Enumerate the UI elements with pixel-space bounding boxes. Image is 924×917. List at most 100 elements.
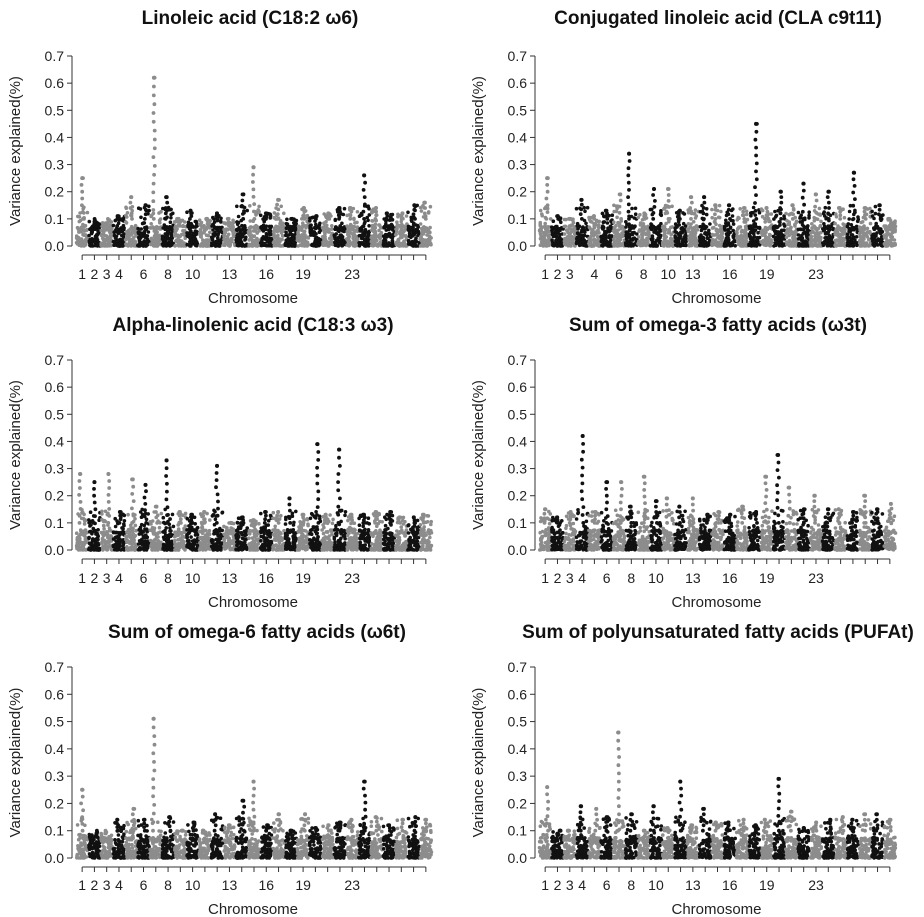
snp-point — [361, 224, 365, 229]
snp-point — [736, 215, 740, 220]
snp-point — [835, 232, 840, 236]
snp-point — [77, 514, 82, 518]
snp-point — [881, 213, 885, 217]
y-tick-label: 0.2 — [45, 488, 65, 504]
snp-point — [731, 222, 736, 226]
snp-point — [264, 227, 268, 232]
x-axis-label: Chromosome — [208, 290, 298, 307]
snp-point — [322, 221, 326, 225]
snp-point — [813, 241, 818, 245]
snp-point — [384, 244, 388, 248]
snp-point — [769, 238, 773, 243]
snp-point — [879, 227, 883, 231]
snp-point — [875, 225, 880, 229]
snp-point — [540, 236, 545, 241]
snp-point — [616, 228, 621, 232]
x-tick-label: 16 — [722, 266, 738, 282]
snp-point — [810, 222, 814, 226]
snp-point — [570, 227, 575, 231]
snp-point — [101, 230, 106, 235]
snp-point — [192, 242, 197, 246]
snp-point — [129, 233, 133, 237]
snp-point — [105, 244, 109, 248]
snp-point — [282, 211, 286, 216]
peak-point — [129, 195, 134, 200]
snp-point — [847, 217, 851, 221]
snp-point — [651, 211, 656, 215]
snp-point — [796, 237, 801, 241]
snp-point — [254, 239, 258, 244]
snp-point — [362, 195, 367, 200]
snp-point — [142, 221, 147, 225]
snp-point — [861, 242, 866, 246]
snp-point — [363, 227, 368, 232]
y-tick-label: 0.2 — [508, 184, 528, 200]
snp-point — [653, 199, 657, 203]
snp-point — [300, 243, 304, 248]
snp-point — [257, 209, 261, 214]
snp-point — [753, 209, 758, 213]
snp-point — [753, 241, 758, 246]
x-tick-label: 13 — [222, 266, 238, 282]
snp-point — [543, 221, 547, 226]
snp-point — [674, 230, 679, 235]
chromosome-28-points — [406, 203, 421, 248]
snp-point — [303, 224, 307, 228]
snp-point — [245, 208, 249, 213]
snp-point — [102, 224, 107, 228]
snp-point — [679, 226, 683, 231]
snp-point — [688, 234, 693, 238]
snp-point — [630, 232, 635, 236]
snp-point — [119, 218, 124, 222]
snp-point — [754, 161, 759, 166]
snp-point — [338, 209, 342, 214]
snp-point — [231, 218, 235, 223]
peak-point — [677, 208, 682, 213]
peak-point — [290, 216, 294, 221]
snp-point — [151, 181, 156, 186]
snp-point — [864, 233, 869, 238]
snp-point — [538, 220, 543, 225]
x-tick-label: 2 — [91, 266, 99, 282]
snp-point — [124, 242, 128, 246]
x-tick-label: 4 — [115, 570, 123, 586]
snp-point — [740, 238, 744, 243]
snp-point — [645, 236, 649, 241]
snp-point — [566, 243, 571, 248]
snp-point — [791, 212, 795, 217]
snp-point — [378, 233, 382, 237]
snp-point — [644, 232, 648, 237]
snp-point — [833, 221, 837, 226]
snp-point — [130, 237, 135, 242]
snp-point — [801, 217, 806, 221]
snp-point — [784, 211, 788, 216]
snp-point — [275, 236, 280, 240]
snp-point — [702, 217, 706, 221]
panel-title: Conjugated linoleic acid (CLA c9t11) — [554, 8, 882, 29]
snp-point — [352, 225, 357, 229]
snp-point — [796, 233, 801, 237]
snp-point — [772, 244, 776, 248]
x-tick-label: 23 — [344, 266, 360, 282]
snp-point — [169, 216, 173, 220]
snp-point — [705, 232, 709, 237]
snp-point — [208, 222, 212, 226]
peak-point — [362, 173, 367, 178]
snp-point — [873, 204, 878, 209]
chromosome-26-points — [845, 170, 861, 248]
peak-point — [837, 206, 842, 210]
chromosome-14-points — [697, 195, 713, 248]
y-tick-label: 0.1 — [45, 515, 65, 531]
y-tick-label: 0.4 — [45, 433, 65, 449]
peak-point — [374, 206, 378, 210]
snp-point — [209, 243, 214, 248]
snp-point — [793, 222, 797, 227]
snp-point — [412, 207, 417, 212]
peak-point — [742, 206, 746, 210]
snp-point — [188, 225, 193, 230]
snp-point — [102, 238, 107, 242]
snp-point — [394, 233, 398, 237]
snp-point — [80, 196, 85, 201]
snp-point — [819, 219, 823, 224]
snp-point — [612, 237, 616, 241]
